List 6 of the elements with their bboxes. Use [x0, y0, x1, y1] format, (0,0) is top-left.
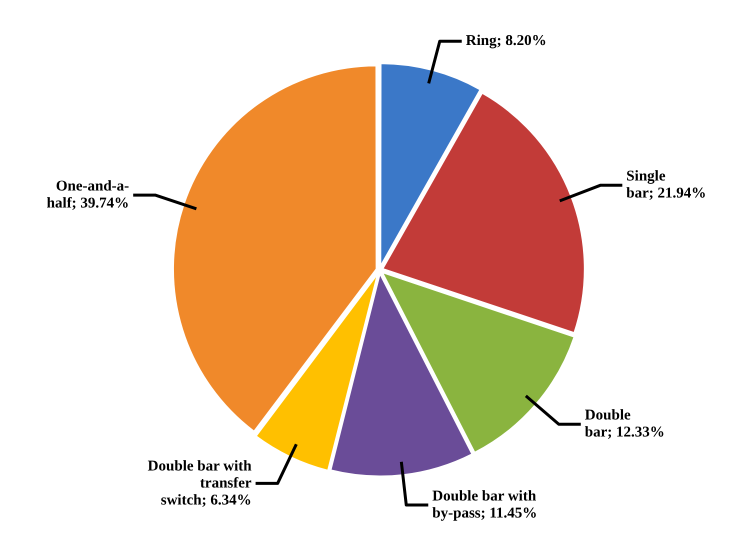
slice-label: One-and-a-half; 39.74%	[46, 178, 130, 212]
slice-label: Double bar; 12.33%	[584, 408, 665, 441]
slice-label: Single bar; 21.94%	[626, 168, 706, 202]
slice-label: Ring; 8.20%	[466, 33, 547, 50]
slice-label: Double bar with transfer switch; 6.34%	[148, 458, 252, 508]
slice-label: Double bar with by-pass; 11.45%	[432, 488, 538, 522]
